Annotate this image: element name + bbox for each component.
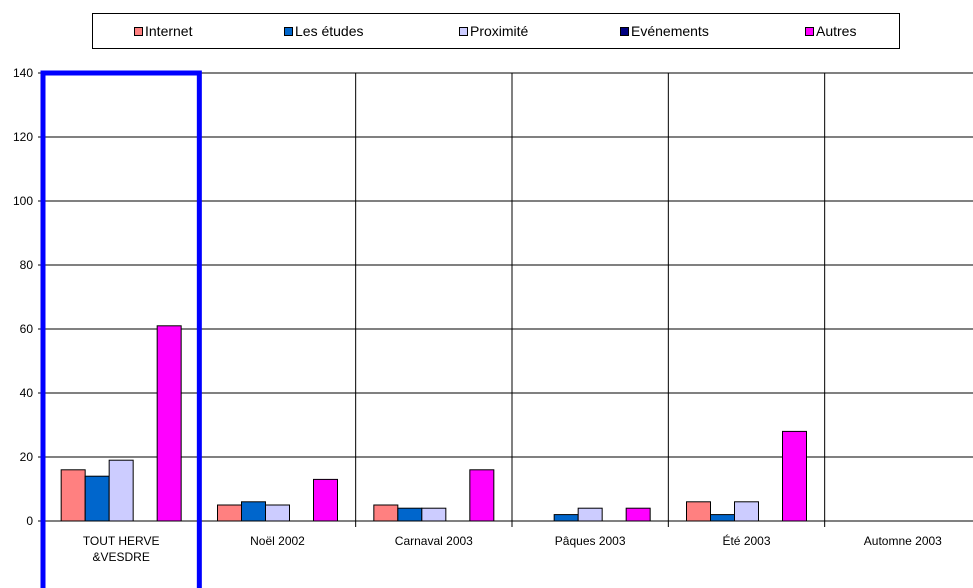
x-category-label: Noël 2002 xyxy=(250,534,305,548)
legend-label: Evénements xyxy=(631,23,709,39)
legend-item: Les études xyxy=(284,23,364,39)
y-tick-label: 60 xyxy=(20,322,34,336)
legend-item: Proximité xyxy=(459,23,528,39)
x-category-label: Carnaval 2003 xyxy=(395,534,473,548)
bar-proximit- xyxy=(108,459,134,522)
bar-internet xyxy=(373,504,399,522)
legend-label: Les études xyxy=(295,23,364,39)
y-tick-label: 100 xyxy=(13,194,33,208)
legend-label: Internet xyxy=(145,23,193,39)
bar-proximit- xyxy=(734,501,759,522)
x-category-label: TOUT HERVE &VESDRE xyxy=(83,534,160,564)
legend-item: Internet xyxy=(134,23,192,39)
y-tick-label: 20 xyxy=(20,450,34,464)
bar-internet xyxy=(686,501,711,522)
x-category-label: Automne 2003 xyxy=(864,534,942,548)
legend-label: Autres xyxy=(816,23,857,39)
legend-swatch xyxy=(459,26,468,36)
plot-area xyxy=(43,73,973,521)
legend-swatch xyxy=(805,26,814,36)
highlight-box xyxy=(40,70,202,588)
y-tick-label: 0 xyxy=(26,514,33,528)
bar-proximit- xyxy=(265,504,290,522)
bar-autres xyxy=(313,478,338,522)
bar-les-tudes xyxy=(397,507,423,522)
legend-item: Autres xyxy=(805,23,856,39)
y-tick-label: 40 xyxy=(20,386,34,400)
y-tick-label: 120 xyxy=(13,130,33,144)
bar-autres xyxy=(156,325,182,522)
legend-swatch xyxy=(620,26,629,36)
x-category-label: Pâques 2003 xyxy=(555,534,626,548)
bar-les-tudes xyxy=(553,514,579,522)
bar-internet xyxy=(217,504,242,522)
chart-legend: Internet Les études Proximité Evénements Aut… xyxy=(92,13,900,49)
bar-autres xyxy=(782,430,807,522)
bar-les-tudes xyxy=(241,501,266,522)
bar-les-tudes xyxy=(710,514,735,522)
bar-autres xyxy=(625,507,651,522)
bar-proximit- xyxy=(421,507,447,522)
y-tick-label: 140 xyxy=(13,66,33,80)
bar-les-tudes xyxy=(84,475,110,522)
bar-internet xyxy=(60,469,86,522)
bar-proximit- xyxy=(577,507,603,522)
legend-label: Proximité xyxy=(470,23,529,39)
x-category-label: Été 2003 xyxy=(722,533,770,548)
bar-autres xyxy=(469,469,495,522)
y-tick-label: 80 xyxy=(20,258,34,272)
legend-swatch xyxy=(284,26,293,36)
legend-swatch xyxy=(134,26,143,36)
legend-item: Evénements xyxy=(620,23,709,39)
